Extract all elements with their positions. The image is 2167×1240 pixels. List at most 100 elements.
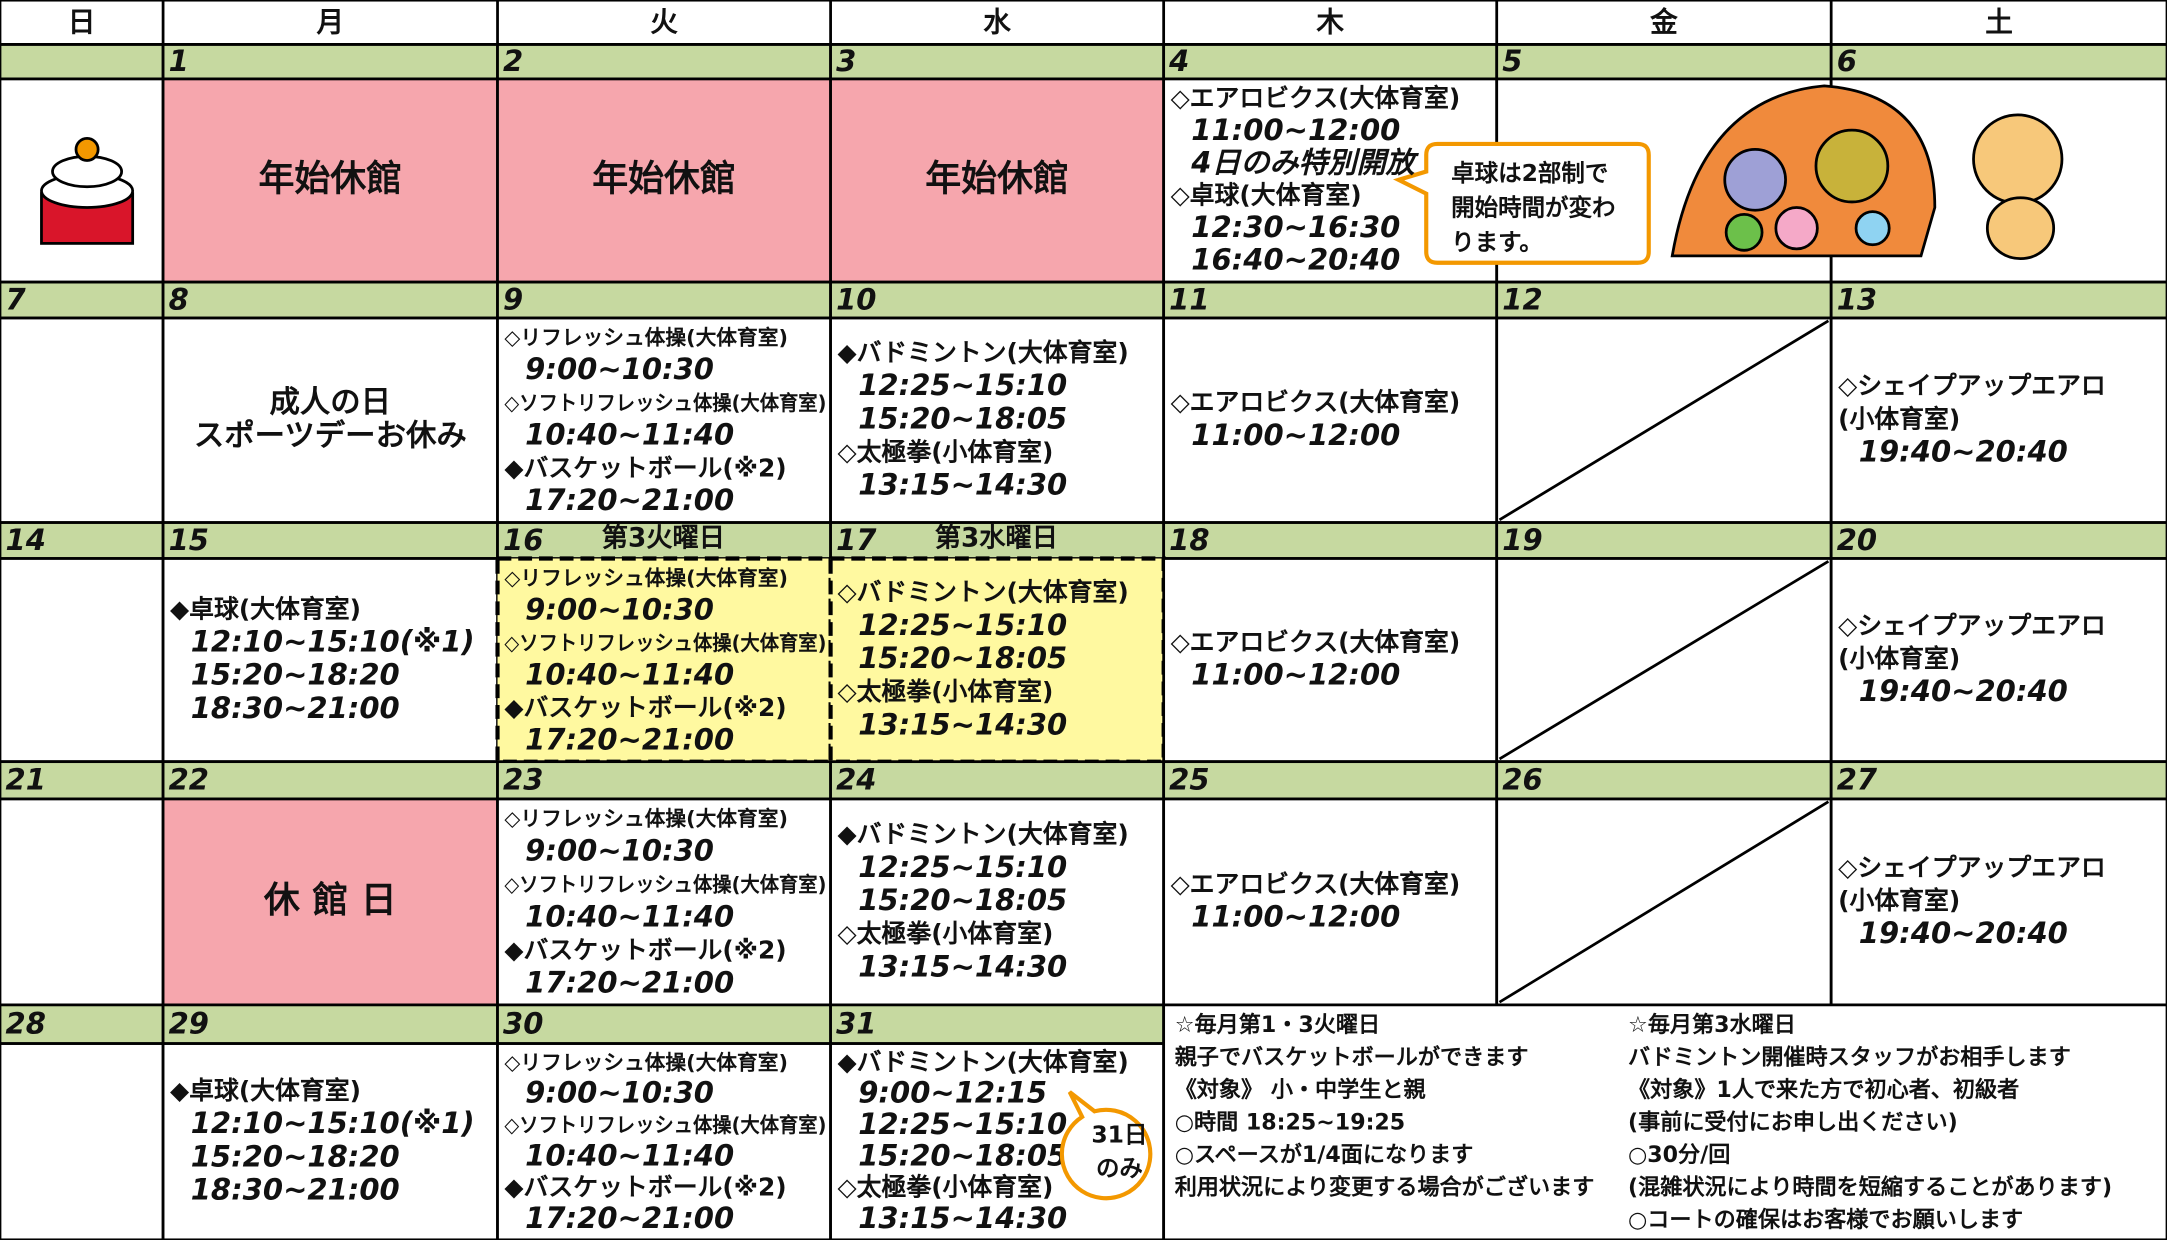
activity-text: ◇太極拳(小体育室) (838, 1173, 1054, 1202)
note-text: ○30分/回 (1628, 1142, 1730, 1168)
day-cell (495, 556, 833, 764)
activity-text: ◇ソフトリフレッシュ体操(大体育室) (504, 391, 826, 415)
day-cell (0, 797, 165, 1007)
note-text: ○コートの確保はお客様でお願いします (1628, 1207, 2023, 1233)
date-bar (496, 280, 832, 320)
time-text: 12:25~15:10 (858, 368, 1067, 402)
date-number: 17 (836, 523, 877, 557)
callout-text: 31日 (1091, 1121, 1147, 1149)
weekday-label: 月 (315, 6, 344, 39)
activity-text: スポーツデーお休み (194, 417, 467, 453)
date-number: 11 (1169, 282, 1209, 316)
day-cell (829, 797, 1166, 1007)
date-number: 30 (503, 1007, 543, 1041)
kagami-mochi (40, 136, 135, 245)
date-bar (829, 280, 1166, 320)
date-bar (829, 760, 1166, 801)
date-number: 16 (503, 523, 543, 557)
day-cell (496, 316, 832, 524)
time-text: 13:15~14:30 (858, 949, 1067, 983)
date-note: 第3火曜日 (602, 523, 725, 554)
time-text: 9:00~10:30 (525, 592, 714, 626)
date-bar (1162, 43, 1499, 81)
time-text: 13:15~14:30 (858, 707, 1067, 741)
note-text: ☆毎月第3水曜日 (1628, 1012, 1796, 1038)
note-text: (混雑状況により時間を短縮することがあります) (1628, 1175, 2112, 1201)
note-text: 親子でバスケットボールができます (1175, 1045, 1529, 1071)
time-text: 10:40~11:40 (525, 899, 734, 933)
activity-text: (小体育室) (1838, 886, 1960, 915)
date-bar (1495, 521, 1833, 560)
date-number: 19 (1502, 523, 1542, 557)
activity-text: ◇リフレッシュ体操(大体育室) (504, 807, 787, 831)
date-number: 5 (1502, 44, 1522, 78)
activity-text: ◇太極拳(小体育室) (838, 677, 1054, 706)
day-cell (0, 557, 165, 764)
slash-line (1498, 800, 1830, 1004)
note-text: ☆毎月第1・3火曜日 (1175, 1012, 1380, 1038)
time-text: 13:15~14:30 (858, 1201, 1067, 1235)
date-bar (161, 280, 499, 320)
date-number: 14 (6, 523, 46, 557)
time-text: 15:20~18:05 (858, 1138, 1067, 1172)
activity-text: ◇リフレッシュ体操(大体育室) (504, 566, 787, 590)
date-number: 10 (836, 282, 876, 316)
callout-text: 開始時間が変わ (1451, 193, 1615, 221)
activity-text: ◇太極拳(小体育室) (838, 919, 1054, 948)
date-number: 24 (836, 763, 876, 797)
calendar-text: 日月火水木金土1 2 3 4 5 6年始休館 年始休館 年始休館◇エアロビクス(大体育室)11… (6, 6, 2113, 1235)
time-text: 19:40~20:40 (1859, 674, 2068, 708)
date-bar (1495, 280, 1833, 320)
date-number: 15 (169, 523, 209, 557)
date-number: 6 (1837, 44, 1857, 78)
date-bar (829, 43, 1166, 81)
time-text: 10:40~11:40 (525, 1138, 734, 1172)
day-cell (161, 316, 499, 524)
notes-box (1162, 1003, 2167, 1240)
time-text: 17:20~21:00 (525, 1201, 734, 1235)
date-number: 12 (1502, 282, 1542, 316)
activity-text: ◆バスケットボール(※2) (504, 453, 786, 482)
note-text: ○時間 18:25~19:25 (1175, 1110, 1406, 1136)
day-cell (161, 77, 499, 284)
activity-text: ◇シェイプアップエアロ (1838, 611, 2106, 640)
date-bar (496, 760, 832, 801)
time-text: 17:20~21:00 (525, 722, 734, 756)
day-cell (0, 1042, 165, 1240)
weekday-label: 火 (650, 6, 678, 39)
time-text: 9:00~10:30 (525, 1076, 714, 1110)
note-text: 利用状況により変更する場合がございます (1175, 1175, 1595, 1201)
time-text: 9:00~10:30 (525, 834, 714, 868)
date-number: 21 (6, 763, 46, 797)
activity-text: ◆バスケットボール(※2) (504, 693, 786, 722)
time-text: 16:40~20:40 (1191, 243, 1400, 277)
date-number: 22 (169, 763, 209, 797)
date-bar (1162, 760, 1499, 801)
day-cell (161, 557, 499, 764)
time-text: 15:20~18:05 (858, 883, 1067, 917)
time-text: 11:00~12:00 (1191, 113, 1400, 147)
time-text: 15:20~18:20 (191, 1139, 400, 1173)
note-text: ○スペースが1/4面になります (1175, 1142, 1474, 1168)
activity-text: ◆バスケットボール(※2) (504, 1173, 786, 1202)
day-cell (1829, 557, 2167, 764)
date-number: 26 (1502, 763, 1542, 797)
time-text: 11:00~12:00 (1191, 418, 1400, 452)
closed-label: 休 館 日 (263, 879, 397, 921)
header-row (0, 0, 2167, 46)
day-cell (496, 77, 832, 284)
day-cell (496, 1042, 832, 1240)
date-number: 4 (1168, 44, 1189, 78)
activity-text: (小体育室) (1838, 404, 1960, 433)
date-number: 3 (836, 44, 856, 78)
time-text: 10:40~11:40 (525, 657, 734, 691)
date-bar (1162, 521, 1499, 560)
activity-text: ◆バドミントン(大体育室) (838, 1047, 1129, 1076)
date-number: 13 (1837, 282, 1877, 316)
date-number: 20 (1837, 523, 1877, 557)
date-bar (829, 1003, 1166, 1045)
note-text: 《対象》 小・中学生と親 (1175, 1077, 1426, 1103)
activity-text: ◇ソフトリフレッシュ体操(大体育室) (504, 631, 826, 655)
day-cell (1162, 316, 1499, 524)
